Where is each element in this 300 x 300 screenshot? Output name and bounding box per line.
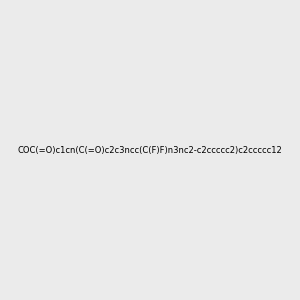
Text: COC(=O)c1cn(C(=O)c2c3ncc(C(F)F)n3nc2-c2ccccc2)c2ccccc12: COC(=O)c1cn(C(=O)c2c3ncc(C(F)F)n3nc2-c2c…	[18, 146, 282, 154]
